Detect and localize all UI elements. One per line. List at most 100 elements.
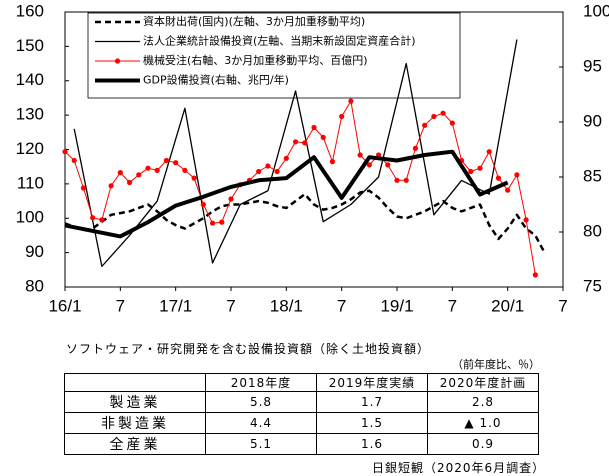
table-row: 製造業 5.8 1.7 2.8 (64, 391, 539, 413)
y2-tick-label: 95 (583, 56, 602, 75)
marker (163, 157, 170, 164)
marker (136, 172, 142, 178)
cell: 1.5 (316, 412, 428, 434)
series-line (64, 189, 546, 254)
marker (173, 160, 179, 166)
chart: 80 90 100 110 120 130 140 150 160 75 80 85 90 95 100 16… (16, 1, 609, 315)
marker (62, 149, 68, 155)
marker (394, 177, 400, 183)
table-row: 非製造業 4.4 1.5 ▲ 1.0 (64, 412, 539, 434)
table-caption: ソフトウェア・研究開発を含む設備投資額（除く土地投資額） (66, 342, 431, 356)
marker (80, 185, 87, 191)
marker (182, 167, 188, 173)
header-cell (64, 373, 206, 392)
y2-tick-label: 75 (583, 276, 602, 295)
marker (302, 140, 308, 146)
cell: 1.7 (316, 391, 428, 413)
legend-label: 法人企業統計設備投資(左軸、当期末新設固定資産合計) (143, 34, 416, 48)
x-tick-label: 7 (116, 296, 125, 315)
marker (440, 110, 446, 116)
series-line (73, 39, 518, 268)
series-line (64, 100, 536, 275)
marker (320, 134, 326, 140)
marker (449, 120, 455, 126)
marker (495, 175, 502, 181)
marker (274, 168, 280, 175)
marker (292, 139, 299, 145)
legend-label: GDP設備投資(右軸、兆円/年) (143, 73, 289, 87)
marker (191, 175, 197, 181)
source-note: 日銀短観（2020年6月調査） (372, 461, 546, 475)
x-tick-label: 7 (337, 296, 346, 315)
x-tick-label: 20/1 (491, 296, 524, 315)
y-tick-label: 150 (16, 36, 44, 55)
row-label: 非製造業 (64, 412, 206, 434)
legend-marker (114, 58, 121, 64)
row-label: 全産業 (64, 433, 206, 455)
marker (329, 159, 336, 165)
marker (108, 183, 114, 189)
table-row: 全産業 5.1 1.6 0.9 (64, 433, 539, 455)
x-tick-label: 7 (226, 296, 235, 315)
marker (283, 155, 289, 161)
marker (514, 172, 520, 178)
marker (422, 122, 428, 128)
cell: 2.8 (427, 391, 539, 413)
marker (348, 98, 354, 104)
marker (126, 179, 133, 186)
marker (200, 201, 206, 208)
cell: 1.6 (316, 433, 428, 455)
table: 2018年度 2019年度実績 2020年度計画 製造業 5.8 1.7 2.8… (64, 373, 539, 455)
marker (532, 272, 538, 278)
marker (311, 124, 317, 131)
table-unit: （前年度比、％） (452, 358, 540, 371)
marker (431, 113, 437, 120)
legend-box (87, 12, 461, 99)
y-tick-label: 140 (16, 70, 44, 89)
cell: 5.8 (205, 391, 317, 413)
marker (412, 145, 419, 151)
marker (90, 215, 96, 221)
y-tick-label: 100 (16, 208, 44, 227)
y-tick-label: 130 (16, 105, 44, 124)
y2-tick-label: 90 (583, 111, 602, 130)
marker (256, 168, 262, 175)
legend-label: 機械受注(右軸、3か月加重移動平均、百億円) (143, 53, 368, 67)
x-tick-label: 7 (558, 296, 567, 315)
y-tick-label: 110 (17, 173, 44, 192)
marker (154, 167, 160, 173)
marker (265, 163, 271, 169)
marker (219, 219, 225, 225)
marker (403, 177, 409, 183)
marker (468, 168, 474, 175)
x-tick-label: 18/1 (270, 296, 303, 315)
marker (99, 217, 105, 223)
cell: 4.4 (205, 412, 317, 434)
x-tick-label: 16/1 (48, 296, 81, 315)
marker (477, 165, 483, 171)
header-cell: 2020年度計画 (427, 373, 539, 392)
marker (366, 162, 372, 168)
cell: 5.1 (205, 433, 317, 455)
cell: 0.9 (427, 433, 539, 455)
y-tick-label: 90 (25, 242, 44, 261)
y-tick-label: 80 (25, 276, 44, 295)
x-tick-label: 17/1 (159, 296, 192, 315)
y2-tick-label: 85 (583, 166, 602, 185)
marker (339, 113, 345, 120)
series-line (64, 149, 509, 239)
marker (505, 187, 511, 193)
marker (523, 217, 529, 223)
row-label: 製造業 (64, 391, 206, 413)
y-tick-label: 120 (16, 139, 44, 158)
marker (486, 149, 492, 155)
marker (228, 196, 234, 202)
y-tick-label: 160 (16, 1, 44, 20)
header-cell: 2019年度実績 (316, 373, 428, 392)
marker (209, 220, 216, 226)
marker (145, 165, 151, 171)
x-tick-label: 7 (448, 296, 457, 315)
legend-label: 資本財出荷(国内)(左軸、3か月加重移動平均) (143, 14, 365, 28)
y2-tick-label: 100 (583, 1, 609, 20)
